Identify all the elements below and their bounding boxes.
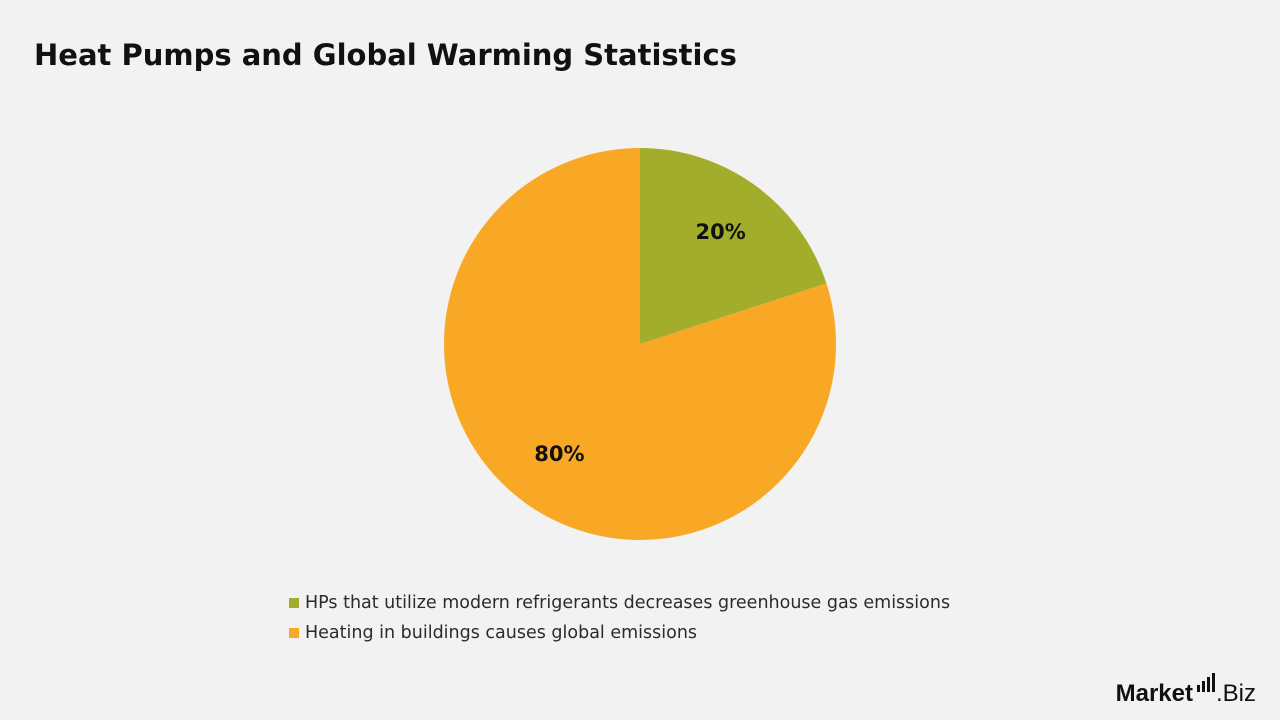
chart-title: Heat Pumps and Global Warming Statistics [34,38,737,72]
legend-label-hps: HPs that utilize modern refrigerants dec… [305,593,951,613]
logo-bars-icon [1195,673,1215,692]
chart-legend: HPs that utilize modern refrigerants dec… [289,588,950,648]
legend-swatch-green [289,598,299,608]
legend-label-heating: Heating in buildings causes global emiss… [305,623,698,643]
marketbiz-logo: Market .Biz [1116,673,1256,706]
pie-label-hps: 20% [696,220,746,244]
legend-item-hps: HPs that utilize modern refrigerants dec… [289,588,950,618]
pie-slice-hps [640,148,827,344]
pie-label-heating: 80% [534,442,584,466]
pie-slice-heating [444,148,836,540]
legend-item-heating: Heating in buildings causes global emiss… [289,618,950,648]
legend-swatch-orange [289,628,299,638]
